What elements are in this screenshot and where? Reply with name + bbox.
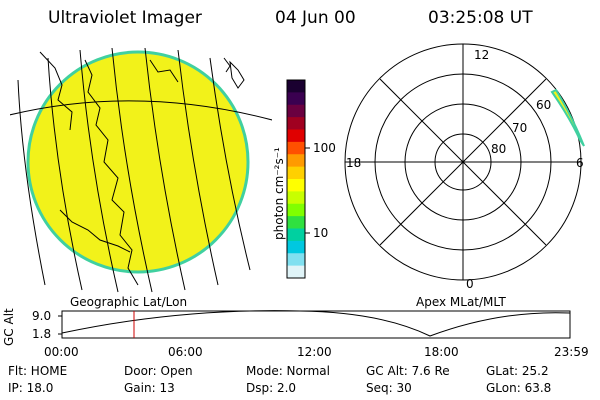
coastline [149, 59, 179, 83]
polar-panel-label: Apex MLat/MLT [416, 295, 506, 309]
glon-info: GLon: 63.8 [486, 381, 552, 395]
longitude-line [209, 57, 251, 271]
colorbar-swatch [287, 203, 305, 217]
lat-label-70: 70 [512, 121, 528, 135]
colorbar-tick-10: 10 [313, 226, 329, 240]
colorbar-swatch [287, 92, 305, 106]
date-label: 04 Jun 00 [275, 8, 356, 28]
altitude-xtick: 12:00 [297, 345, 332, 359]
colorbar-swatch [287, 80, 305, 93]
altitude-ylabel: GC Alt [2, 308, 16, 346]
altitude-plot-frame [61, 310, 571, 339]
lat-label-80: 80 [491, 142, 507, 156]
altitude-ytick-bottom: 1.8 [32, 327, 52, 341]
door-info: Door: Open [124, 364, 193, 378]
colorbar-swatch [287, 179, 305, 192]
longitude-line [111, 48, 153, 293]
latitude-line [10, 100, 272, 121]
polar-image-sliver [550, 88, 585, 147]
gc-alt-info: GC Alt: 7.6 Re [366, 364, 450, 378]
app-title: Ultraviolet Imager [48, 8, 202, 28]
longitude-line [177, 49, 219, 286]
gain-info: Gain: 13 [124, 381, 175, 395]
altitude-plot [58, 310, 571, 339]
colorbar-frame [286, 79, 306, 279]
coastline [59, 209, 131, 253]
colorbar-swatch [287, 129, 305, 143]
time-label: 03:25:08 UT [428, 8, 533, 28]
colorbar-swatch [287, 166, 305, 180]
colorbar [286, 79, 306, 279]
longitude-line [79, 49, 119, 293]
longitude-line [144, 48, 186, 291]
colorbar-swatch [287, 154, 305, 168]
globe-disk [26, 50, 250, 274]
mlt-label-12: 12 [474, 48, 490, 62]
longitude-line [47, 57, 83, 291]
ip-info: IP: 18.0 [8, 381, 54, 395]
altitude-curve [61, 310, 571, 337]
colorbar-swatch [287, 117, 305, 131]
polar-panel [344, 43, 585, 281]
coastline [84, 59, 139, 286]
coastline [229, 60, 245, 89]
mlt-label-6: 6 [576, 156, 584, 170]
altitude-xtick: 00:00 [44, 345, 79, 359]
colorbar-tick-100: 100 [313, 141, 336, 155]
longitude-line [17, 79, 46, 286]
lat-label-60: 60 [536, 98, 552, 112]
mlt-label-0: 0 [466, 277, 474, 291]
mlt-diagonal [379, 78, 547, 246]
flight-info: Flt: HOME [8, 364, 68, 378]
colorbar-swatch [287, 104, 305, 118]
geographic-panel [10, 31, 272, 293]
mlt-label-18: 18 [346, 156, 362, 170]
coastline [223, 57, 231, 73]
colorbar-swatch [287, 228, 305, 242]
colorbar-swatch [287, 141, 305, 155]
dsp-info: Dsp: 2.0 [246, 381, 297, 395]
seq-info: Seq: 30 [366, 381, 412, 395]
colorbar-label: photon cm⁻²s⁻¹ [272, 147, 286, 240]
altitude-xtick: 18:00 [424, 345, 459, 359]
colorbar-swatch [287, 216, 305, 230]
colorbar-swatch [287, 240, 305, 254]
altitude-ytick-top: 9.0 [32, 309, 52, 323]
colorbar-swatch [287, 253, 305, 267]
colorbar-swatch [287, 265, 305, 279]
latitude-line [10, 31, 140, 45]
geographic-panel-label: Geographic Lat/Lon [70, 295, 188, 309]
altitude-xtick: 06:00 [168, 345, 203, 359]
colorbar-ticks [305, 147, 310, 234]
mode-info: Mode: Normal [246, 364, 330, 378]
altitude-xtick: 23:59 [554, 345, 589, 359]
glat-info: GLat: 25.2 [486, 364, 549, 378]
colorbar-swatch [287, 191, 305, 205]
coastline [39, 51, 73, 131]
